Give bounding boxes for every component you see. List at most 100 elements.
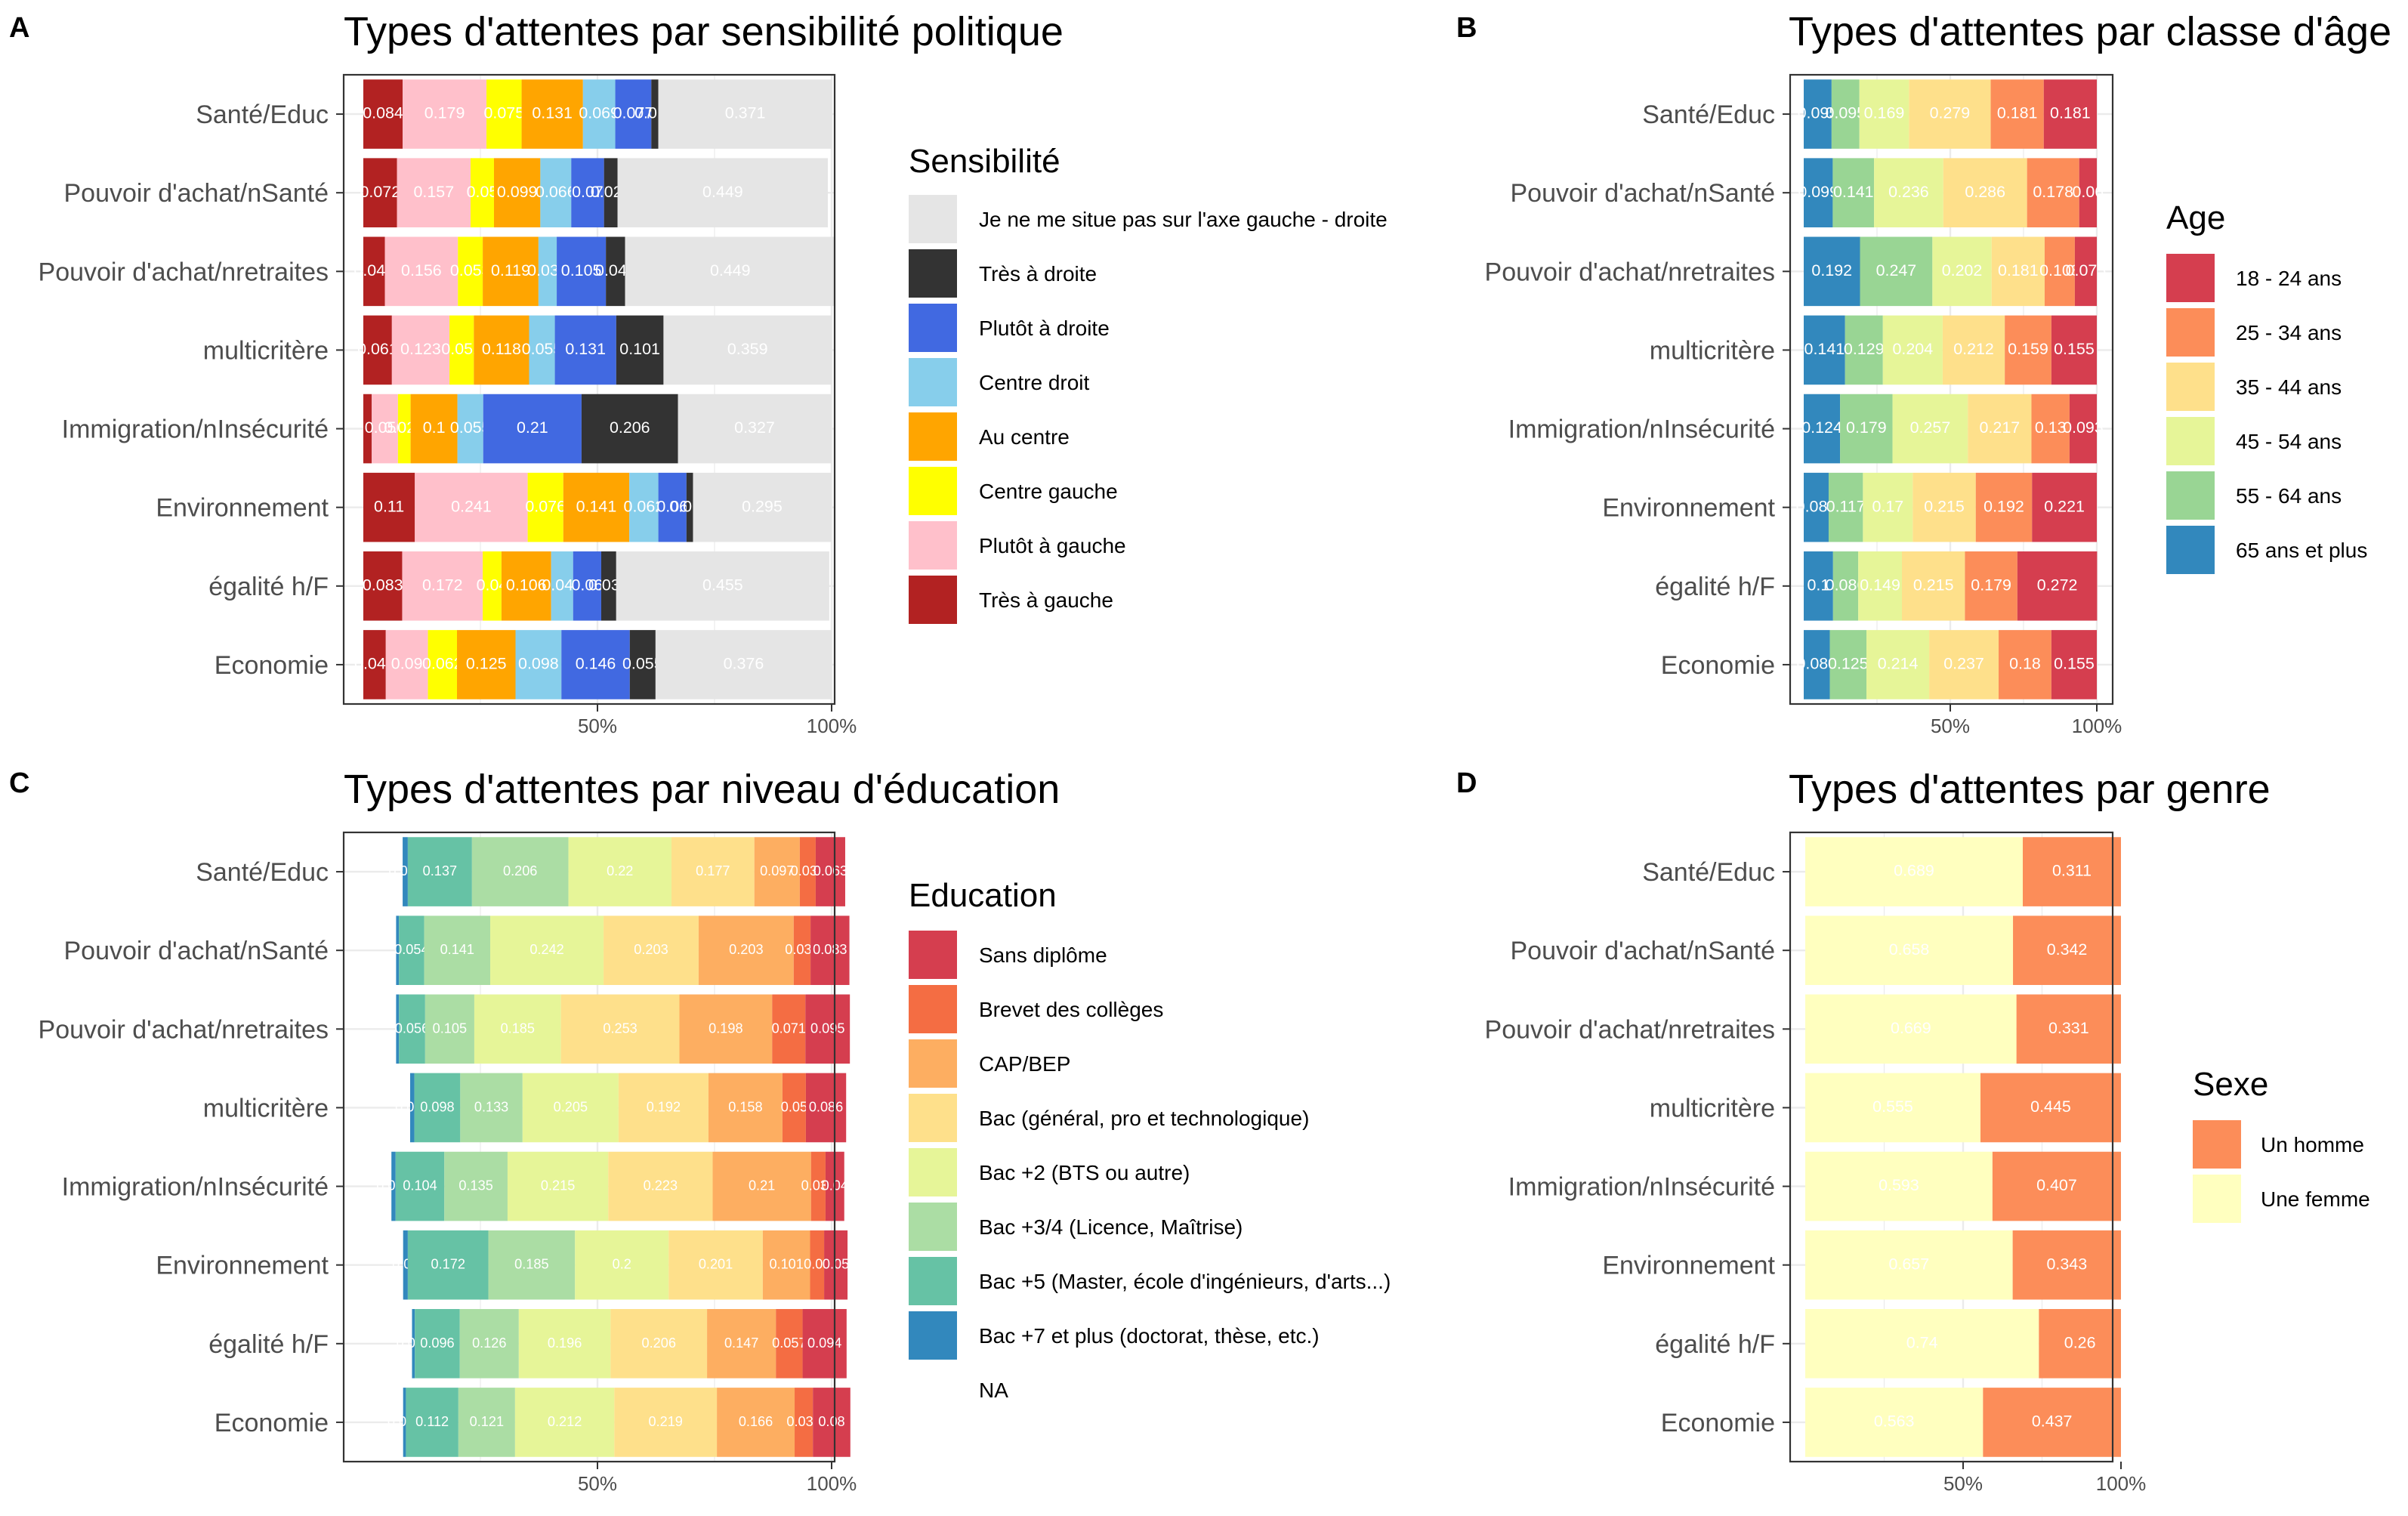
legend-item: 55 - 64 ans bbox=[2166, 471, 2342, 520]
plot-border bbox=[1789, 73, 2114, 706]
data-label: 0.103 bbox=[2039, 261, 2080, 279]
data-label: 0.17 bbox=[1872, 497, 1903, 515]
legend-item: CAP/BEP bbox=[909, 1039, 1070, 1088]
x-tick-label: 100% bbox=[807, 715, 857, 737]
data-label: 0.219 bbox=[649, 1414, 683, 1429]
bar-segment bbox=[1840, 394, 1893, 464]
panel-c-letter: C bbox=[9, 767, 30, 799]
legend-label: Bac +2 (BTS ou autre) bbox=[979, 1161, 1190, 1184]
bar-segment bbox=[538, 236, 557, 307]
bar-segment bbox=[712, 1151, 811, 1221]
bar-segment bbox=[1804, 236, 1860, 307]
bar-segment bbox=[2013, 915, 2121, 986]
bar-segment bbox=[1805, 1388, 1984, 1457]
data-label: 0.141 bbox=[1833, 183, 1874, 201]
data-label: 0.1 bbox=[1807, 576, 1829, 594]
data-label: 0.056 bbox=[395, 1020, 429, 1036]
bar-segment bbox=[629, 630, 656, 699]
data-label: 0.181 bbox=[1997, 104, 2038, 122]
bar-segment bbox=[2039, 1308, 2121, 1379]
legend-title: Education bbox=[909, 877, 1057, 914]
bar-segment bbox=[604, 158, 618, 228]
y-tick-label: Pouvoir d'achat/nSanté bbox=[63, 179, 329, 208]
data-label: 0.094 bbox=[807, 1335, 841, 1351]
bar-segment bbox=[527, 472, 563, 542]
data-label: 0.205 bbox=[554, 1099, 588, 1114]
bar-segment bbox=[614, 1388, 718, 1457]
bar-segment bbox=[402, 551, 483, 621]
x-tick-label: 100% bbox=[2072, 715, 2122, 737]
data-label: 0.172 bbox=[431, 1257, 465, 1272]
chart-panel-0: Types d'attentes par sensibilité politiq… bbox=[39, 9, 1388, 737]
bar-segment bbox=[1860, 236, 1933, 307]
x-tick-label: 50% bbox=[1931, 715, 1970, 737]
data-label: 0.159 bbox=[2008, 340, 2048, 358]
bar-segment bbox=[474, 994, 561, 1064]
y-tick-label: Immigration/nInsécurité bbox=[1508, 1173, 1775, 1202]
bar-segment bbox=[658, 472, 687, 542]
bar-segment bbox=[414, 1073, 461, 1143]
legend-item: Brevet des collèges bbox=[909, 985, 1163, 1033]
bar-segment bbox=[1858, 551, 1902, 621]
data-label: 0.062 bbox=[624, 497, 665, 515]
bar-segment bbox=[1942, 315, 2005, 385]
data-label: 0.253 bbox=[603, 1020, 637, 1036]
data-label: 0.06 bbox=[571, 576, 603, 594]
legend-key bbox=[2166, 254, 2215, 302]
chart-title: Types d'attentes par genre bbox=[1789, 767, 2271, 812]
data-label: 0.669 bbox=[1891, 1019, 1931, 1037]
legend-key bbox=[909, 521, 957, 570]
plot-border bbox=[1789, 831, 2114, 1463]
data-label: 0.124 bbox=[1801, 418, 1842, 437]
legend-label: Brevet des collèges bbox=[979, 998, 1163, 1021]
data-label: 0.192 bbox=[1984, 497, 2024, 515]
data-label: 0.295 bbox=[742, 497, 783, 515]
data-label: 0.241 bbox=[451, 497, 492, 515]
legend-item: Une femme bbox=[2193, 1175, 2370, 1223]
bar-segment bbox=[606, 236, 625, 307]
legend-title: Sensibilité bbox=[909, 143, 1060, 180]
legend-label: Un homme bbox=[2261, 1133, 2364, 1156]
bar-segment bbox=[1804, 551, 1833, 621]
bar-segment bbox=[385, 630, 428, 699]
data-label: 0.206 bbox=[503, 863, 537, 878]
chart-title: Types d'attentes par classe d'âge bbox=[1789, 9, 2391, 54]
bar-segment bbox=[573, 551, 601, 621]
legend-label: Sans diplôme bbox=[979, 943, 1107, 967]
y-tick-label: Immigration/nInsécurité bbox=[1508, 415, 1775, 444]
y-tick-label: Economie bbox=[215, 651, 329, 680]
y-tick-label: multicritère bbox=[203, 336, 329, 365]
bar-segment bbox=[1805, 1151, 1993, 1221]
y-tick-label: Environnement bbox=[156, 494, 329, 523]
bar-segment bbox=[2023, 837, 2121, 906]
bar-segment bbox=[575, 1230, 669, 1300]
data-label: 0.129 bbox=[1844, 340, 1885, 358]
data-label: 0.203 bbox=[729, 942, 763, 957]
legend-key bbox=[909, 1148, 957, 1196]
legend-item: NA bbox=[979, 1379, 1008, 1402]
chart-panel-1: Types d'attentes par classe d'âge Santé/E… bbox=[1485, 9, 2392, 737]
y-tick-label: égalité h/F bbox=[1655, 573, 1775, 601]
legend-label: Centre droit bbox=[979, 371, 1090, 394]
bar-segment bbox=[551, 551, 573, 621]
y-tick-label: Santé/Educ bbox=[1642, 100, 1775, 129]
bar-segment bbox=[561, 630, 630, 699]
bar-segment bbox=[483, 551, 502, 621]
bar-segment bbox=[616, 315, 664, 385]
bar-segment bbox=[1845, 315, 1883, 385]
data-label: 0.155 bbox=[2054, 655, 2095, 673]
bar-segment bbox=[1863, 472, 1913, 542]
data-label: 0.196 bbox=[548, 1335, 582, 1351]
bar-segment bbox=[1805, 1073, 1980, 1143]
legend-item: Centre gauche bbox=[909, 467, 1118, 515]
bar-segment bbox=[514, 1388, 615, 1457]
data-label: 0.054 bbox=[394, 942, 428, 957]
y-tick-label: Pouvoir d'achat/nretraites bbox=[1485, 1015, 1775, 1044]
data-label: 0.08 bbox=[818, 1414, 844, 1429]
bar-segment bbox=[2074, 236, 2097, 307]
bar-segment bbox=[2051, 630, 2097, 699]
bar-segment bbox=[1805, 1230, 2013, 1300]
bar-segment bbox=[407, 837, 472, 906]
data-label: 0.206 bbox=[642, 1335, 676, 1351]
data-label: 0.083 bbox=[813, 942, 847, 957]
